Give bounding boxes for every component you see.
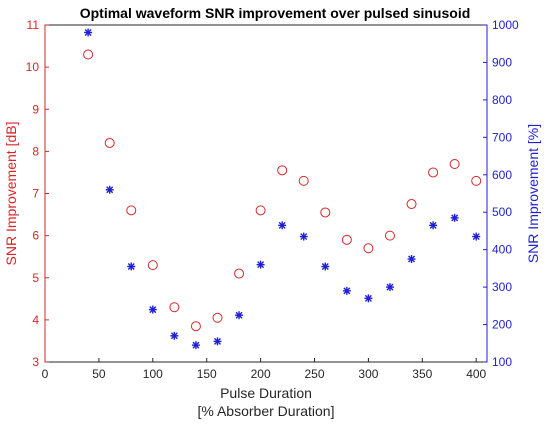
data-point-asterisk <box>84 28 93 37</box>
right-tick-label: 100 <box>492 355 512 369</box>
data-point-circle <box>384 230 395 241</box>
x-tick-label: 0 <box>42 367 49 381</box>
left-y-axis-label: SNR Improvement [dB] <box>3 122 19 266</box>
data-point-circle <box>298 175 309 186</box>
data-point-asterisk <box>256 260 265 269</box>
x-axis: 0 50 100 150 200 250 300 350 400 <box>42 358 487 381</box>
x-tick-label: 200 <box>251 367 271 381</box>
left-tick-label: 4 <box>32 313 39 327</box>
data-point-asterisk <box>450 213 459 222</box>
data-point-asterisk <box>299 232 308 241</box>
data-point-asterisk <box>105 185 114 194</box>
data-point-asterisk <box>321 262 330 271</box>
data-point-circle <box>212 312 223 323</box>
data-point-circle <box>428 167 439 178</box>
x-tick-label: 50 <box>92 367 106 381</box>
data-point-circle <box>471 175 482 186</box>
data-point-circle <box>363 243 374 254</box>
right-tick-label: 900 <box>492 55 512 69</box>
x-axis-label-line-1: Pulse Duration <box>220 385 312 401</box>
x-tick-label: 350 <box>412 367 432 381</box>
data-point-asterisk <box>170 331 179 340</box>
data-point-circle <box>169 302 180 313</box>
left-tick-label: 8 <box>32 144 39 158</box>
right-tick-label: 300 <box>492 280 512 294</box>
data-point-circle <box>83 49 94 60</box>
left-tick-label: 10 <box>26 60 40 74</box>
data-point-circle <box>190 321 201 332</box>
left-tick-label: 3 <box>32 355 39 369</box>
data-point-circle <box>449 159 460 170</box>
right-tick-label: 400 <box>492 243 512 257</box>
chart-title: Optimal waveform SNR improvement over pu… <box>80 5 471 21</box>
data-point-asterisk <box>342 286 351 295</box>
data-point-circle <box>255 205 266 216</box>
right-tick-label: 800 <box>492 93 512 107</box>
left-y-axis: 3 4 5 6 7 8 9 10 11 <box>26 18 49 369</box>
data-point-asterisk <box>472 232 481 241</box>
x-tick-label: 100 <box>143 367 163 381</box>
data-point-circle <box>277 165 288 176</box>
data-point-asterisk <box>148 305 157 314</box>
right-tick-label: 1000 <box>492 18 519 32</box>
data-marks <box>83 28 482 350</box>
left-tick-label: 7 <box>32 187 39 201</box>
x-tick-label: 400 <box>466 367 486 381</box>
right-tick-label: 600 <box>492 168 512 182</box>
left-tick-label: 11 <box>27 18 40 32</box>
right-tick-label: 200 <box>492 318 512 332</box>
data-point-circle <box>320 207 331 218</box>
data-point-asterisk <box>213 337 222 346</box>
right-y-axis-label: SNR Improvement [%] <box>525 124 541 263</box>
data-point-asterisk <box>429 221 438 230</box>
plot-frame <box>44 24 488 363</box>
left-tick-label: 9 <box>32 102 39 116</box>
data-point-circle <box>406 199 417 210</box>
left-tick-label: 6 <box>32 229 39 243</box>
data-point-circle <box>126 205 137 216</box>
x-tick-label: 250 <box>304 367 324 381</box>
data-point-asterisk <box>191 341 200 350</box>
data-point-asterisk <box>364 294 373 303</box>
right-y-axis: 100 200 300 400 500 600 700 800 900 1000 <box>483 18 519 369</box>
data-point-asterisk <box>385 283 394 292</box>
data-point-asterisk <box>407 255 416 264</box>
x-tick-label: 300 <box>358 367 378 381</box>
data-point-asterisk <box>278 221 287 230</box>
data-point-circle <box>341 234 352 245</box>
x-axis-label-line-2: [% Absorber Duration] <box>198 403 335 419</box>
data-point-circle <box>234 268 245 279</box>
x-tick-label: 150 <box>197 367 217 381</box>
data-point-circle <box>147 260 158 271</box>
left-tick-label: 5 <box>32 271 39 285</box>
data-point-asterisk <box>235 311 244 320</box>
data-point-asterisk <box>127 262 136 271</box>
data-point-circle <box>104 137 115 148</box>
right-tick-label: 500 <box>492 205 512 219</box>
right-tick-label: 700 <box>492 130 512 144</box>
